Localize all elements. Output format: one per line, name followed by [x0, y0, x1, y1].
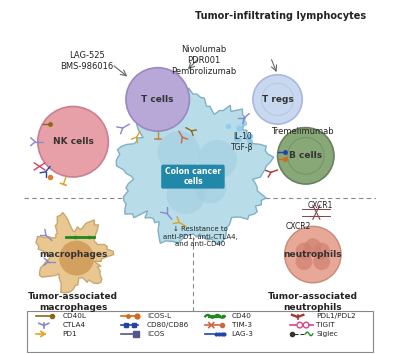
Text: ↓ Resistance to
anti-PD1, anti-CTLA4,
and anti-CD40: ↓ Resistance to anti-PD1, anti-CTLA4, an… — [163, 227, 237, 247]
Text: T cells: T cells — [142, 95, 174, 104]
Circle shape — [313, 242, 330, 259]
Text: LAG-525
BMS-986016: LAG-525 BMS-986016 — [60, 51, 114, 71]
Text: Colon cancer
cells: Colon cancer cells — [165, 167, 221, 186]
Text: ICOS: ICOS — [147, 331, 164, 337]
Circle shape — [262, 84, 294, 115]
Circle shape — [126, 68, 190, 131]
Polygon shape — [36, 213, 114, 293]
Text: CXCR2: CXCR2 — [286, 222, 312, 231]
Circle shape — [166, 175, 205, 214]
Text: CTLA4: CTLA4 — [62, 322, 86, 328]
Text: Siglec: Siglec — [316, 331, 338, 337]
Circle shape — [304, 238, 321, 255]
FancyBboxPatch shape — [161, 165, 225, 189]
Circle shape — [59, 241, 94, 275]
Text: CXCR1: CXCR1 — [307, 201, 332, 210]
Text: Nivolumab
PDR001
Pembrolizumab: Nivolumab PDR001 Pembrolizumab — [171, 45, 236, 76]
Text: B cells: B cells — [289, 152, 322, 160]
Text: Tremelimumab: Tremelimumab — [271, 127, 334, 136]
Text: ICOS-L: ICOS-L — [147, 313, 171, 319]
Text: LAG-3: LAG-3 — [232, 331, 254, 337]
Text: IL-10
TGF-β: IL-10 TGF-β — [231, 132, 254, 152]
Circle shape — [253, 75, 302, 124]
Circle shape — [296, 253, 312, 270]
Text: NK cells: NK cells — [53, 137, 94, 146]
Circle shape — [285, 226, 341, 283]
Text: Tumor-associated
macrophages: Tumor-associated macrophages — [28, 292, 118, 312]
Circle shape — [198, 140, 237, 179]
Text: TIGIT: TIGIT — [316, 322, 335, 328]
Polygon shape — [116, 88, 274, 244]
Circle shape — [195, 172, 226, 204]
Text: Tumor-associated
neutrophils: Tumor-associated neutrophils — [268, 292, 358, 312]
Text: PDL1/PDL2: PDL1/PDL2 — [316, 313, 356, 319]
Text: macrophages: macrophages — [39, 250, 107, 259]
FancyBboxPatch shape — [27, 311, 373, 352]
Text: CD40L: CD40L — [62, 313, 86, 319]
Circle shape — [278, 128, 334, 184]
Text: CD40: CD40 — [232, 313, 252, 319]
Circle shape — [158, 131, 200, 173]
Circle shape — [296, 242, 312, 259]
Text: neutrophils: neutrophils — [284, 250, 342, 259]
Text: TIM-3: TIM-3 — [232, 322, 252, 328]
Text: CD80/CD86: CD80/CD86 — [147, 322, 189, 328]
Text: Tumor-infiltrating lymphocytes: Tumor-infiltrating lymphocytes — [195, 11, 366, 21]
Text: T regs: T regs — [262, 95, 294, 104]
Text: PD1: PD1 — [62, 331, 77, 337]
Circle shape — [38, 107, 108, 177]
Circle shape — [288, 137, 324, 174]
Circle shape — [313, 253, 330, 270]
